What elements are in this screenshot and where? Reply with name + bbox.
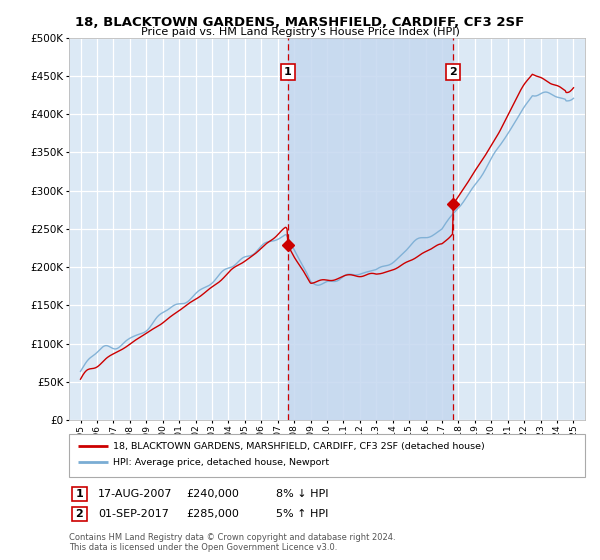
Text: 5% ↑ HPI: 5% ↑ HPI (276, 509, 328, 519)
Text: 2: 2 (76, 509, 83, 519)
Text: 2: 2 (449, 67, 457, 77)
Text: £240,000: £240,000 (186, 489, 239, 499)
Text: 17-AUG-2007: 17-AUG-2007 (98, 489, 172, 499)
Bar (288, 38, 453, 420)
Text: 1: 1 (76, 489, 83, 499)
Text: 8% ↓ HPI: 8% ↓ HPI (276, 489, 329, 499)
Text: Contains HM Land Registry data © Crown copyright and database right 2024.: Contains HM Land Registry data © Crown c… (69, 533, 395, 542)
Text: 1: 1 (284, 67, 292, 77)
Text: Price paid vs. HM Land Registry's House Price Index (HPI): Price paid vs. HM Land Registry's House … (140, 27, 460, 37)
Text: 18, BLACKTOWN GARDENS, MARSHFIELD, CARDIFF, CF3 2SF: 18, BLACKTOWN GARDENS, MARSHFIELD, CARDI… (76, 16, 524, 29)
Text: HPI: Average price, detached house, Newport: HPI: Average price, detached house, Newp… (113, 458, 329, 466)
Text: 01-SEP-2017: 01-SEP-2017 (98, 509, 169, 519)
Text: This data is licensed under the Open Government Licence v3.0.: This data is licensed under the Open Gov… (69, 543, 337, 552)
Text: 18, BLACKTOWN GARDENS, MARSHFIELD, CARDIFF, CF3 2SF (detached house): 18, BLACKTOWN GARDENS, MARSHFIELD, CARDI… (113, 442, 485, 451)
Text: £285,000: £285,000 (186, 509, 239, 519)
